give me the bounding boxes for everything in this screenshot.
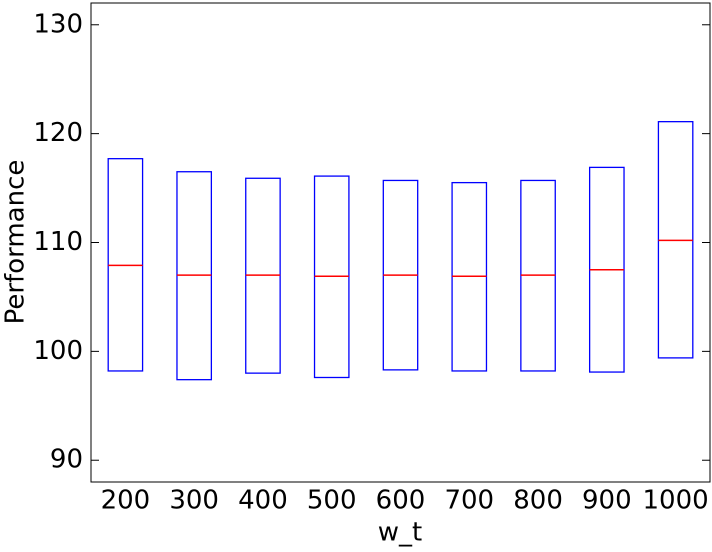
x-tick-label: 1000 — [643, 486, 709, 516]
y-axis-label: Performance — [1, 160, 31, 325]
x-tick-label: 600 — [376, 486, 426, 516]
x-tick-label: 300 — [169, 486, 219, 516]
x-tick-label: 700 — [444, 486, 494, 516]
x-tick-label: 800 — [513, 486, 563, 516]
x-axis-label: w_t — [378, 518, 422, 548]
x-tick-label: 200 — [101, 486, 151, 516]
y-tick-label: 130 — [33, 9, 83, 39]
y-tick-label: 110 — [33, 227, 83, 257]
y-tick-label: 90 — [50, 445, 83, 475]
x-tick-label: 500 — [307, 486, 357, 516]
plot-frame — [90, 2, 711, 483]
x-tick-label: 400 — [238, 486, 288, 516]
y-tick-label: 100 — [33, 336, 83, 366]
x-tick-label: 900 — [582, 486, 632, 516]
y-tick-label: 120 — [33, 118, 83, 148]
